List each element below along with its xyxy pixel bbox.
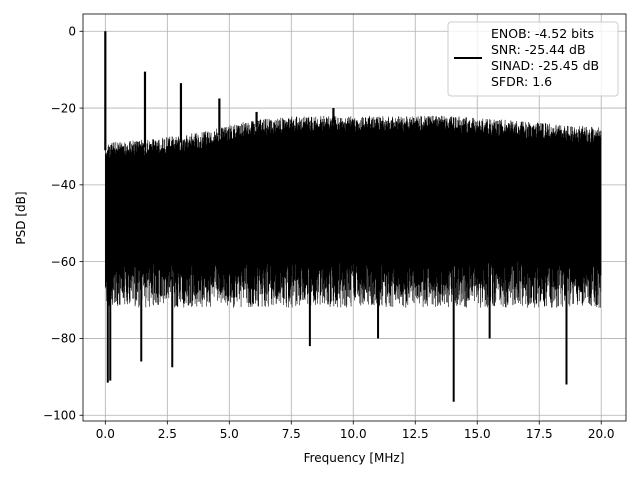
y-tick-label: 0 — [68, 25, 76, 39]
legend-snr: SNR: -25.44 dB — [491, 42, 586, 57]
legend-sinad: SINAD: -25.45 dB — [491, 58, 599, 73]
x-tick-label: 5.0 — [220, 427, 239, 441]
y-tick-label: −40 — [51, 178, 76, 192]
legend: ENOB: -4.52 bits SNR: -25.44 dB SINAD: -… — [447, 21, 619, 97]
x-tick-label: 2.5 — [158, 427, 177, 441]
legend-box — [447, 21, 619, 97]
y-axis-label: PSD [dB] — [14, 191, 28, 244]
ticks: 0.0 2.5 5.0 7.5 10.0 12.5 15.0 17.5 20.0 0 −20 −40 −… — [43, 25, 615, 441]
x-axis-label: Frequency [MHz] — [304, 451, 405, 465]
y-tick-label: −60 — [51, 255, 76, 269]
x-tick-label: 15.0 — [464, 427, 491, 441]
x-tick-label: 0.0 — [96, 427, 115, 441]
x-tick-label: 20.0 — [588, 427, 615, 441]
y-tick-label: −20 — [51, 101, 76, 115]
psd-noise-band — [105, 115, 602, 308]
legend-label: ENOB: -4.52 bits SNR: -25.44 dB SINAD: -… — [491, 26, 603, 89]
legend-sfdr: SFDR: 1.6 — [491, 74, 552, 89]
y-tick-label: −100 — [43, 409, 76, 423]
y-tick-label: −80 — [51, 332, 76, 346]
x-tick-label: 12.5 — [402, 427, 429, 441]
x-tick-label: 10.0 — [340, 427, 367, 441]
plot-frame — [82, 13, 627, 422]
data-area — [104, 31, 602, 402]
x-tick-label: 7.5 — [282, 427, 301, 441]
x-tick-label: 17.5 — [526, 427, 553, 441]
legend-enob: ENOB: -4.52 bits — [491, 26, 594, 41]
